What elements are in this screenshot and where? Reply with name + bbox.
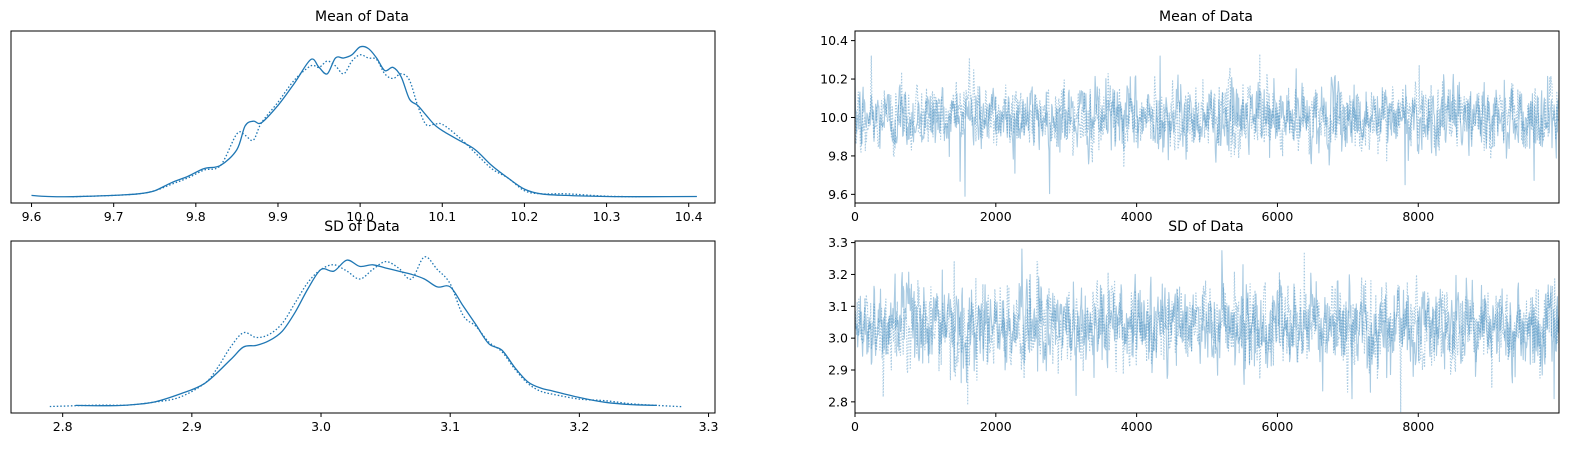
x-tick-label: 0 bbox=[851, 419, 859, 434]
density-line-chain-1 bbox=[31, 45, 697, 198]
mean-density-plot-area bbox=[31, 45, 697, 198]
sd-density-title: SD of Data bbox=[324, 219, 400, 235]
mean-density-title: Mean of Data bbox=[315, 9, 409, 25]
x-tick-label: 10.0 bbox=[346, 209, 374, 224]
trace-line-chain-1 bbox=[854, 248, 1560, 400]
x-tick-label: 9.8 bbox=[186, 209, 206, 224]
sd-trace-y-axis: 2.8 2.9 3.0 3.1 3.2 3.3 bbox=[828, 235, 855, 409]
mean-density-panel: Mean of Data 9.6 9.7 9.8 9.9 10.0 10.1 10.2 10.… bbox=[10, 9, 716, 224]
x-tick-label: 10.3 bbox=[593, 209, 621, 224]
x-tick-label: 2000 bbox=[980, 209, 1012, 224]
sd-density-frame bbox=[10, 240, 716, 414]
y-tick-label: 9.6 bbox=[828, 187, 848, 202]
sd-density-x-axis: 2.8 2.9 3.0 3.1 3.2 3.3 bbox=[53, 413, 719, 434]
x-tick-label: 8000 bbox=[1402, 209, 1434, 224]
y-tick-label: 3.2 bbox=[828, 267, 848, 282]
y-tick-label: 10.2 bbox=[820, 72, 848, 87]
x-tick-label: 2.9 bbox=[182, 419, 202, 434]
mean-density-x-axis: 9.6 9.7 9.8 9.9 10.0 10.1 10.2 10.3 10.4 bbox=[22, 203, 703, 224]
density-line-chain-1 bbox=[75, 259, 657, 407]
x-tick-label: 6000 bbox=[1262, 209, 1294, 224]
x-tick-label: 3.2 bbox=[569, 419, 589, 434]
mean-trace-plot-area bbox=[854, 53, 1560, 197]
y-tick-label: 2.8 bbox=[828, 394, 848, 409]
x-tick-label: 4000 bbox=[1121, 209, 1153, 224]
mean-density-frame bbox=[10, 30, 716, 204]
mean-trace-title: Mean of Data bbox=[1159, 9, 1253, 25]
sd-density-panel: 2.8 2.9 3.0 3.1 3.2 3.3 SD of Data bbox=[10, 219, 719, 434]
x-tick-label: 10.2 bbox=[510, 209, 538, 224]
mean-trace-y-axis: 9.6 9.8 10.0 10.2 10.4 bbox=[820, 33, 855, 202]
sd-trace-frame bbox=[854, 240, 1560, 414]
x-tick-label: 4000 bbox=[1121, 419, 1153, 434]
trace-line-chain-1 bbox=[854, 55, 1560, 197]
trace-line-chain-2 bbox=[854, 251, 1560, 413]
mean-trace-x-axis: 0 2000 4000 6000 8000 bbox=[851, 203, 1434, 224]
x-tick-label: 10.4 bbox=[675, 209, 703, 224]
density-line-chain-2 bbox=[72, 54, 640, 198]
sd-trace-panel: 0 2000 4000 6000 8000 2.8 2.9 3.0 3.1 3.2 3.3 SD … bbox=[828, 219, 1560, 434]
x-tick-label: 9.6 bbox=[22, 209, 42, 224]
x-tick-label: 10.1 bbox=[428, 209, 456, 224]
x-tick-label: 6000 bbox=[1262, 419, 1294, 434]
x-tick-label: 2000 bbox=[980, 419, 1012, 434]
sd-trace-title: SD of Data bbox=[1168, 219, 1244, 235]
y-tick-label: 3.3 bbox=[828, 235, 848, 250]
sd-density-plot-area bbox=[49, 256, 683, 408]
density-line-chain-2 bbox=[49, 256, 683, 408]
x-tick-label: 2.8 bbox=[53, 419, 73, 434]
x-tick-label: 9.7 bbox=[104, 209, 124, 224]
y-tick-label: 10.4 bbox=[820, 33, 848, 48]
sd-trace-plot-area bbox=[854, 248, 1560, 413]
x-tick-label: 3.1 bbox=[440, 419, 460, 434]
y-tick-label: 10.0 bbox=[820, 110, 848, 125]
y-tick-label: 3.0 bbox=[828, 331, 848, 346]
mean-trace-panel: Mean of Data 0 2000 4000 6000 8000 9.6 9.8 10.… bbox=[820, 9, 1560, 224]
x-tick-label: 9.9 bbox=[268, 209, 288, 224]
x-tick-label: 8000 bbox=[1402, 419, 1434, 434]
y-tick-label: 2.9 bbox=[828, 363, 848, 378]
trace-line-chain-2 bbox=[854, 53, 1560, 168]
y-tick-label: 9.8 bbox=[828, 148, 848, 163]
x-tick-label: 3.3 bbox=[699, 419, 719, 434]
y-tick-label: 3.1 bbox=[828, 299, 848, 314]
x-tick-label: 3.0 bbox=[311, 419, 331, 434]
x-tick-label: 0 bbox=[851, 209, 859, 224]
sd-trace-x-axis: 0 2000 4000 6000 8000 bbox=[851, 413, 1434, 434]
